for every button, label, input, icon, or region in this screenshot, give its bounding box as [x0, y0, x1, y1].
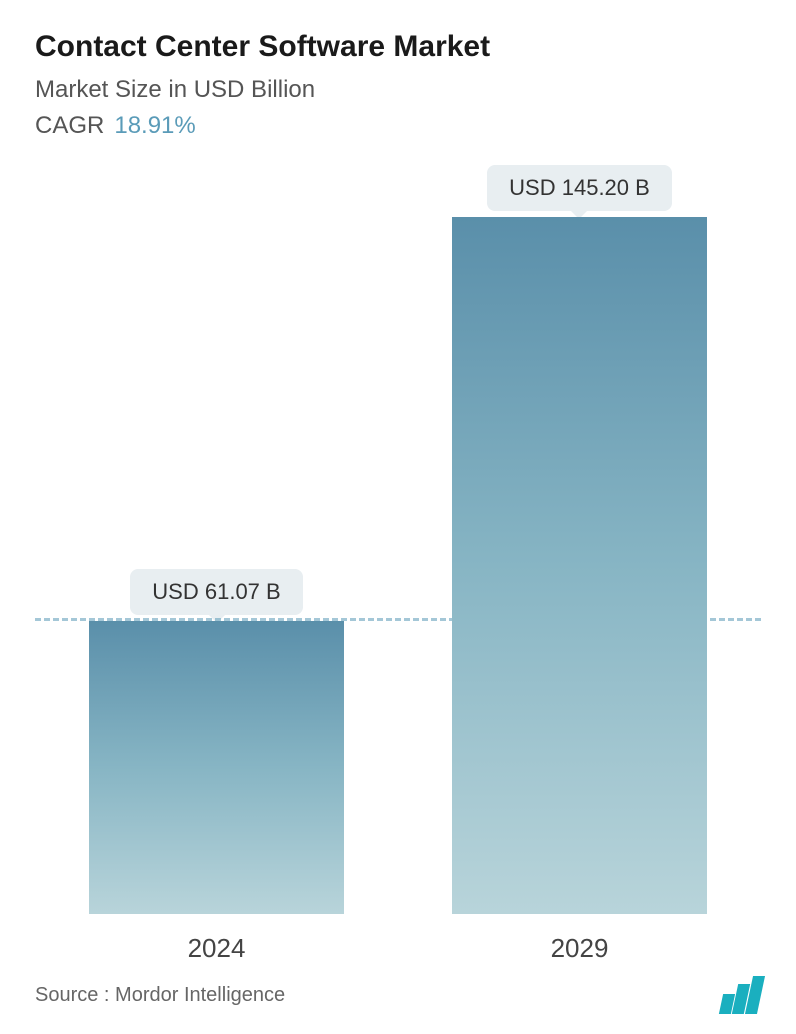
bar-group: USD 61.07 B2024: [77, 569, 357, 914]
x-axis-label: 2024: [188, 933, 246, 964]
cagr-value: 18.91%: [114, 112, 195, 139]
mordor-logo-icon: [721, 976, 761, 1014]
bar-group: USD 145.20 B2029: [440, 165, 720, 914]
bar: [89, 621, 344, 914]
footer: Source : Mordor Intelligence: [35, 976, 761, 1014]
bar-value-badge: USD 61.07 B: [130, 569, 302, 615]
cagr-label: CAGR: [35, 112, 104, 139]
chart-title: Contact Center Software Market: [35, 30, 761, 64]
bar: [452, 217, 707, 914]
bars-container: USD 61.07 B2024USD 145.20 B2029: [35, 194, 761, 914]
chart-container: Contact Center Software Market Market Si…: [0, 0, 796, 1034]
chart-area: USD 61.07 B2024USD 145.20 B2029: [35, 170, 761, 1034]
chart-subtitle: Market Size in USD Billion: [35, 76, 761, 104]
x-axis-label: 2029: [551, 933, 609, 964]
cagr-row: CAGR 18.91%: [35, 112, 761, 140]
source-text: Source : Mordor Intelligence: [35, 984, 285, 1007]
bar-value-badge: USD 145.20 B: [487, 165, 672, 211]
